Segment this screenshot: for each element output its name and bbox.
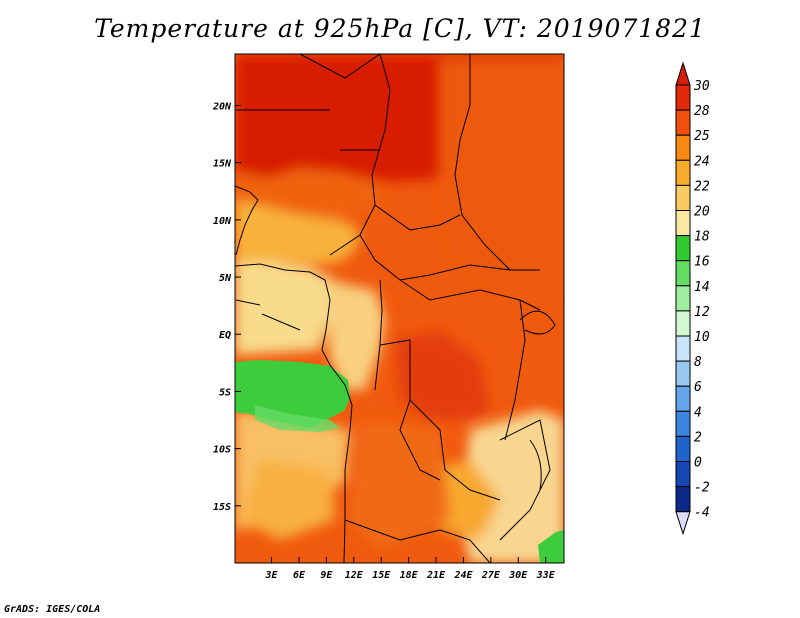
lon-tick-label: 33E [536,570,556,581]
colorbar-label: 16 [694,255,710,270]
colorbar-label: 6 [694,380,702,395]
colorbar-top-triangle [675,61,691,86]
lat-tick-label: 15N [213,159,232,170]
temperature-field [235,54,564,563]
colorbar-bottom-triangle [675,511,691,536]
lat-tick-label: 5S [219,387,231,398]
lat-tick-label: 10N [213,216,232,227]
colorbar-label: 8 [694,355,702,370]
lon-tick-label: 18E [400,570,419,581]
colorbar-segment [675,210,691,237]
lon-tick-label: 24E [453,570,473,581]
colorbar-label: 24 [694,154,710,169]
lat-tick-label: EQ [219,330,231,341]
colorbar-label: 4 [694,405,702,420]
lat-tick-label: 10S [213,445,231,456]
lon-tick-label: 3E [265,570,279,581]
colorbar-segment [675,159,691,186]
colorbar-segment [675,184,691,211]
colorbar-segment [675,486,691,513]
lat-tick-label: 15S [213,502,231,513]
colorbar-label: 20 [694,205,710,220]
colorbar-label: 0 [694,456,702,471]
colorbar-segment [675,84,691,111]
colorbar-segment [675,410,691,437]
colorbar-segment [675,285,691,312]
colorbar-segment [675,310,691,337]
colorbar-label: 2 [694,430,702,445]
colorbar-segment [675,385,691,412]
lon-tick-label: 30E [508,570,528,581]
colorbar-label: 28 [694,104,710,119]
map-frame [234,53,565,564]
colorbar-segment [675,260,691,287]
latitude-axis: 20N 15N 10N 5N EQ 5S 10S 15S [212,101,241,513]
colorbar-segment [675,360,691,387]
lat-tick-label: 5N [219,273,232,284]
map-title: Temperature at 925hPa [C], VT: 201907182… [94,14,706,43]
lon-tick-label: 9E [320,570,333,581]
lon-tick-label: 15E [372,570,391,581]
lon-tick-label: 6E [293,570,306,581]
colorbar-label: 30 [693,79,710,94]
colorbar-segment [675,109,691,136]
colorbar-label: 14 [694,280,710,295]
coastlines-and-borders [235,54,556,563]
lon-tick-label: 21E [426,570,446,581]
colorbar-label: 25 [694,129,710,144]
colorbar-label: 10 [694,330,710,345]
colorbar-segment [675,461,691,488]
grads-credit: GrADS: IGES/COLA [4,604,101,615]
lon-tick-label: 27E [481,570,501,581]
longitude-axis: 3E 6E 9E 12E 15E 18E 21E 24E 27E 30E 33E [265,557,556,581]
colorbar-label: 18 [694,230,710,245]
lat-tick-label: 20N [212,101,232,112]
colorbar-label: -2 [694,481,710,496]
lon-tick-label: 12E [345,570,364,581]
colorbar-label: -4 [694,506,710,521]
colorbar-segment [675,435,691,462]
colorbar-segment [675,335,691,362]
colorbar-segment [675,235,691,262]
colorbar-label: 12 [694,305,710,320]
colorbar-segment [675,134,691,161]
colorbar-label: 22 [694,179,710,194]
